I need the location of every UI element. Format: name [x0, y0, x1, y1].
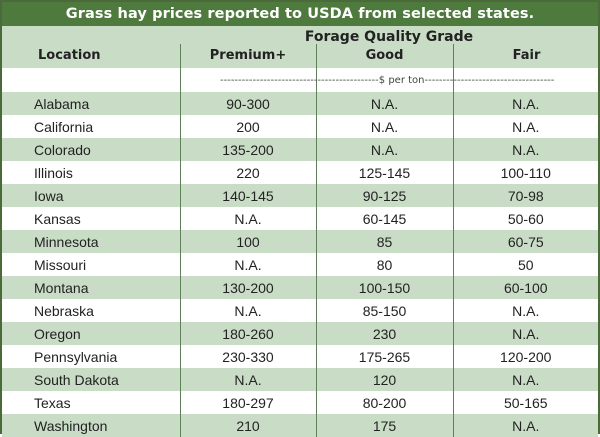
- fair-price-cell: 50-60: [452, 207, 598, 230]
- good-price-cell: 125-145: [315, 161, 453, 184]
- good-price-cell: 80-200: [315, 391, 453, 414]
- table-row: Nebraska N.A. 85-150 N.A.: [2, 299, 598, 322]
- fair-price-cell: N.A.: [452, 322, 598, 345]
- table-row: Iowa 140-145 90-125 70-98: [2, 184, 598, 207]
- location-cell: Montana: [2, 276, 180, 299]
- premium-price-cell: 230-330: [179, 345, 316, 368]
- column-divider: [453, 68, 454, 92]
- location-cell: Texas: [2, 391, 180, 414]
- premium-price-cell: 210: [179, 414, 316, 437]
- location-cell: Missouri: [2, 253, 180, 276]
- premium-price-cell: 135-200: [179, 138, 316, 161]
- location-cell: Alabama: [2, 92, 180, 115]
- good-price-cell: N.A.: [315, 138, 453, 161]
- fair-price-cell: 120-200: [452, 345, 598, 368]
- location-cell: Kansas: [2, 207, 180, 230]
- premium-price-cell: 130-200: [179, 276, 316, 299]
- good-price-cell: 85-150: [315, 299, 453, 322]
- table-row: Kansas N.A. 60-145 50-60: [2, 207, 598, 230]
- location-cell: Illinois: [2, 161, 180, 184]
- location-cell: Nebraska: [2, 299, 180, 322]
- table-row: South Dakota N.A. 120 N.A.: [2, 368, 598, 391]
- location-column-header: Location: [38, 48, 101, 63]
- good-column-header: Good: [365, 48, 404, 63]
- table-row: Minnesota 100 85 60-75: [2, 230, 598, 253]
- forage-quality-grade-heading: Forage Quality Grade: [304, 29, 474, 45]
- premium-price-cell: 140-145: [179, 184, 316, 207]
- units-row: ----------------------------------------…: [2, 68, 598, 92]
- fair-price-cell: 60-75: [452, 230, 598, 253]
- column-divider: [316, 44, 317, 68]
- fair-price-cell: 70-98: [452, 184, 598, 207]
- premium-price-cell: 180-297: [179, 391, 316, 414]
- table-row: Montana 130-200 100-150 60-100: [2, 276, 598, 299]
- good-price-cell: 175: [315, 414, 453, 437]
- table-row: Illinois 220 125-145 100-110: [2, 161, 598, 184]
- hay-price-table: Alabama 90-300 N.A. N.A. California 200 N.A. N.…: [2, 92, 598, 437]
- location-cell: Pennsylvania: [2, 345, 180, 368]
- premium-price-cell: 200: [179, 115, 316, 138]
- good-price-cell: 120: [315, 368, 453, 391]
- good-price-cell: 230: [315, 322, 453, 345]
- table-row: Missouri N.A. 80 50: [2, 253, 598, 276]
- fair-price-cell: N.A.: [452, 115, 598, 138]
- table-header: Forage Quality Grade Location Premium+ G…: [2, 26, 598, 68]
- table-row: Washington 210 175 N.A.: [2, 414, 598, 437]
- units-text: $ per ton: [378, 75, 425, 86]
- good-price-cell: 80: [315, 253, 453, 276]
- table-row: Texas 180-297 80-200 50-165: [2, 391, 598, 414]
- premium-price-cell: N.A.: [179, 299, 316, 322]
- table-body: Alabama 90-300 N.A. N.A. California 200 N.A. N.…: [2, 92, 598, 437]
- premium-price-cell: N.A.: [179, 253, 316, 276]
- good-price-cell: 85: [315, 230, 453, 253]
- fair-price-cell: N.A.: [452, 138, 598, 161]
- premium-price-cell: 100: [179, 230, 316, 253]
- units-label: ----------------------------------------…: [220, 75, 554, 86]
- table-row: Pennsylvania 230-330 175-265 120-200: [2, 345, 598, 368]
- column-divider: [453, 44, 454, 68]
- location-cell: Oregon: [2, 322, 180, 345]
- premium-price-cell: N.A.: [179, 207, 316, 230]
- fair-price-cell: N.A.: [452, 368, 598, 391]
- location-cell: Washington: [2, 414, 180, 437]
- fair-column-header: Fair: [512, 48, 541, 63]
- column-divider: [180, 44, 181, 68]
- fair-price-cell: 100-110: [452, 161, 598, 184]
- table-row: Alabama 90-300 N.A. N.A.: [2, 92, 598, 115]
- table-row: Oregon 180-260 230 N.A.: [2, 322, 598, 345]
- good-price-cell: 60-145: [315, 207, 453, 230]
- location-cell: Colorado: [2, 138, 180, 161]
- premium-price-cell: 220: [179, 161, 316, 184]
- good-price-cell: 100-150: [315, 276, 453, 299]
- table-row: Colorado 135-200 N.A. N.A.: [2, 138, 598, 161]
- premium-price-cell: N.A.: [179, 368, 316, 391]
- column-divider: [316, 68, 317, 92]
- location-cell: California: [2, 115, 180, 138]
- good-price-cell: 175-265: [315, 345, 453, 368]
- fair-price-cell: 50: [452, 253, 598, 276]
- good-price-cell: N.A.: [315, 115, 453, 138]
- fair-price-cell: N.A.: [452, 414, 598, 437]
- table-row: California 200 N.A. N.A.: [2, 115, 598, 138]
- location-cell: Minnesota: [2, 230, 180, 253]
- premium-price-cell: 180-260: [179, 322, 316, 345]
- location-cell: Iowa: [2, 184, 180, 207]
- good-price-cell: N.A.: [315, 92, 453, 115]
- fair-price-cell: 60-100: [452, 276, 598, 299]
- units-dashes-left: ----------------------------------------…: [220, 75, 379, 86]
- table-title: Grass hay prices reported to USDA from s…: [2, 2, 598, 26]
- premium-price-cell: 90-300: [179, 92, 316, 115]
- fair-price-cell: 50-165: [452, 391, 598, 414]
- units-dashes-right: ----------------------------------------…: [424, 75, 555, 86]
- fair-price-cell: N.A.: [452, 299, 598, 322]
- column-divider: [180, 68, 181, 92]
- fair-price-cell: N.A.: [452, 92, 598, 115]
- premium-column-header: Premium+: [209, 48, 287, 63]
- good-price-cell: 90-125: [315, 184, 453, 207]
- location-cell: South Dakota: [2, 368, 180, 391]
